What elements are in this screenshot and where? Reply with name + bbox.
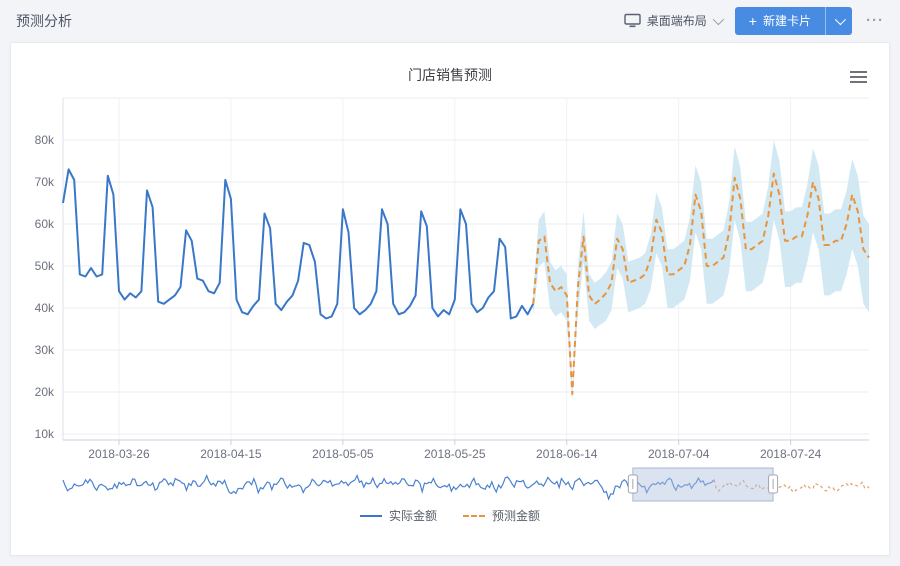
y-axis-label: 50k bbox=[35, 259, 55, 273]
header-actions: 桌面端布局 + 新建卡片 ··· bbox=[624, 6, 884, 35]
y-axis-label: 10k bbox=[35, 427, 55, 441]
layout-switcher[interactable]: 桌面端布局 bbox=[624, 12, 724, 29]
legend-label: 实际金额 bbox=[388, 509, 437, 523]
chart-title: 门店销售预测 bbox=[408, 67, 492, 83]
chevron-down-icon bbox=[712, 13, 724, 25]
sales-forecast-chart: 10k 20k 30k 40k 50k 60k 70k 80k 2018-03-26 2018-0… bbox=[35, 97, 870, 502]
plus-icon: + bbox=[748, 12, 757, 29]
legend-label: 预测金额 bbox=[492, 509, 541, 523]
y-axis-label: 40k bbox=[35, 301, 55, 315]
y-axis-label: 30k bbox=[35, 343, 55, 357]
forecast-chart-card: 门店销售预测 10k 20k 30k 40k 50k 60k 70k 80k 2018-03-2… bbox=[10, 42, 890, 556]
x-axis-label: 2018-06-14 bbox=[536, 447, 598, 461]
navigator-actual-line bbox=[62, 473, 715, 501]
new-card-button-label: 新建卡片 bbox=[762, 14, 811, 28]
actual-series-line bbox=[62, 168, 535, 320]
chart-legend: 实际金额 预测金额 bbox=[11, 507, 889, 524]
y-axis-label: 20k bbox=[35, 385, 55, 399]
navigator-forecast-line bbox=[713, 479, 870, 494]
layout-switcher-label: 桌面端布局 bbox=[646, 14, 707, 28]
dashed-line-icon bbox=[463, 514, 485, 517]
x-axis-label: 2018-05-05 bbox=[312, 447, 374, 461]
chart-menu-button[interactable] bbox=[850, 71, 867, 83]
new-card-split-button: + 新建卡片 bbox=[734, 6, 852, 35]
x-axis-label: 2018-03-26 bbox=[88, 447, 150, 461]
x-axis-label: 2018-07-24 bbox=[760, 447, 822, 461]
legend-item-forecast[interactable]: 预测金额 bbox=[463, 507, 540, 524]
confidence-band bbox=[533, 140, 869, 401]
solid-line-icon bbox=[359, 514, 382, 517]
page-title: 预测分析 bbox=[16, 12, 72, 29]
y-axis-label: 60k bbox=[35, 217, 55, 231]
legend-item-actual[interactable]: 实际金额 bbox=[359, 507, 437, 524]
page-header: 预测分析 桌面端布局 + 新建卡片 ··· bbox=[0, 0, 900, 41]
x-axis-label: 2018-07-04 bbox=[648, 447, 710, 461]
y-axis-label: 80k bbox=[35, 133, 55, 147]
navigator-window[interactable] bbox=[632, 467, 774, 502]
x-axis-label: 2018-04-15 bbox=[200, 447, 262, 461]
y-axis-label: 70k bbox=[35, 175, 55, 189]
monitor-icon bbox=[624, 13, 641, 28]
chevron-down-icon bbox=[834, 13, 847, 25]
new-card-dropdown-button[interactable] bbox=[825, 6, 852, 35]
x-axis-label: 2018-05-25 bbox=[424, 447, 486, 461]
more-options-button[interactable]: ··· bbox=[866, 12, 884, 29]
new-card-button[interactable]: + 新建卡片 bbox=[734, 6, 825, 35]
